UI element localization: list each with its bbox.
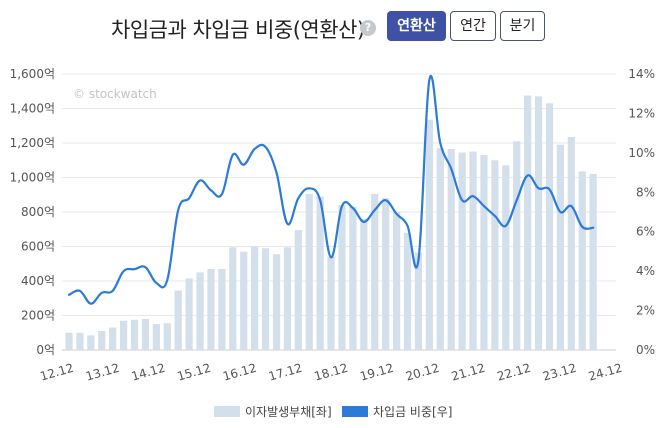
right-axis-tick: 10% [628,146,655,160]
bar [458,152,466,350]
x-axis-tick: 22.12 [495,361,532,384]
bar [491,160,499,350]
bar [305,193,313,350]
bar [436,148,444,350]
bar [185,278,193,350]
question-icon[interactable]: ? [360,20,376,36]
left-axis-tick: 0억 [36,343,55,357]
right-axis-labels: 0% 2% 4% 6% 8% 10% 12% 14% [628,67,655,357]
tab-quarterly-button[interactable]: 분기 [500,11,545,41]
x-axis-tick: 18.12 [313,361,350,384]
watermark: © stockwatch [73,87,157,101]
bar [338,205,346,350]
right-axis-tick: 6% [636,225,655,239]
bar [130,319,139,350]
bar [87,335,95,350]
bar [283,247,291,350]
bar [98,331,106,350]
legend-line-swatch [342,406,368,417]
right-axis-tick: 14% [628,67,655,81]
x-axis-tick: 23.12 [541,361,578,384]
chart-header: 차입금과 차입금 비중(연환산) ? 연환산 연간 분기 [0,8,663,44]
left-axis-tick: 800억 [21,205,55,219]
x-axis-tick: 13.12 [84,361,121,384]
bar [556,144,564,350]
bar [251,246,259,350]
bar [65,332,73,350]
bar [229,247,237,350]
bar-series [65,95,597,351]
tab-yearly-button[interactable]: 연간 [450,11,496,41]
bar [207,268,215,350]
bar [261,248,270,350]
tab-annualized-button[interactable]: 연환산 [387,11,446,41]
right-axis-tick: 4% [636,264,655,278]
x-axis-tick: 12.12 [38,361,75,384]
left-axis-tick: 200억 [21,309,55,323]
x-axis-tick: 24.12 [587,361,624,384]
left-axis-tick: 400억 [21,274,55,288]
bar [327,256,335,350]
bar [382,198,390,350]
x-axis-tick: 16.12 [221,361,258,384]
legend: 이자발생부채[좌] 차입금 비중[우] [214,405,452,419]
bar [316,196,324,350]
bar [469,151,477,350]
bar [272,254,281,350]
left-axis-tick: 1,000억 [10,171,55,185]
bar [545,103,554,350]
x-axis-tick: 20.12 [404,361,441,384]
bar [502,165,510,350]
ratio-line [67,75,595,305]
bar [447,149,455,350]
bar [218,268,226,350]
bar [513,141,521,350]
bar [120,320,128,350]
x-axis-tick: 15.12 [176,361,213,384]
right-axis-tick: 0% [636,343,655,357]
bar [425,119,433,351]
x-axis-tick: 21.12 [450,361,487,384]
bar [414,252,423,350]
bar [152,324,160,350]
bar [163,323,171,350]
bar [589,174,597,350]
bar [480,155,488,350]
bar [294,230,302,350]
right-axis-tick: 8% [636,185,655,199]
left-axis-tick: 1,400억 [10,102,55,116]
right-axis-tick: 2% [636,304,655,318]
bar [567,136,575,350]
chart-title: 차입금과 차입금 비중(연환산) [111,18,365,42]
x-axis-tick: 14.12 [130,361,167,384]
bar [360,218,368,350]
bar [240,251,248,350]
bar [393,212,401,350]
x-axis-tick: 19.12 [358,361,395,384]
bar [174,290,182,350]
bar [76,332,84,350]
bar [196,272,204,350]
bar [349,206,357,350]
right-axis-tick: 12% [628,106,655,120]
bar [371,193,379,350]
bar [141,318,150,350]
legend-label: 이자발생부채[좌] [245,405,332,419]
bar [524,95,532,350]
bar [109,327,117,350]
bar [534,96,543,350]
x-axis-tick: 17.12 [267,361,304,384]
left-axis-tick: 1,600억 [10,67,55,81]
left-axis-tick: 600억 [21,240,55,254]
left-axis-labels: 0억 200억 400억 600억 800억 1,000억 1,200억 1,400억 1,60… [10,67,55,357]
bar [578,171,586,350]
left-axis-tick: 1,200억 [10,136,55,150]
legend-label: 차입금 비중[우] [373,405,452,419]
x-axis-labels: 12.12 13.12 14.12 15.12 16.12 17.12 18.12 19.12… [38,361,623,384]
bar [403,232,412,350]
legend-bar-swatch [214,406,240,417]
